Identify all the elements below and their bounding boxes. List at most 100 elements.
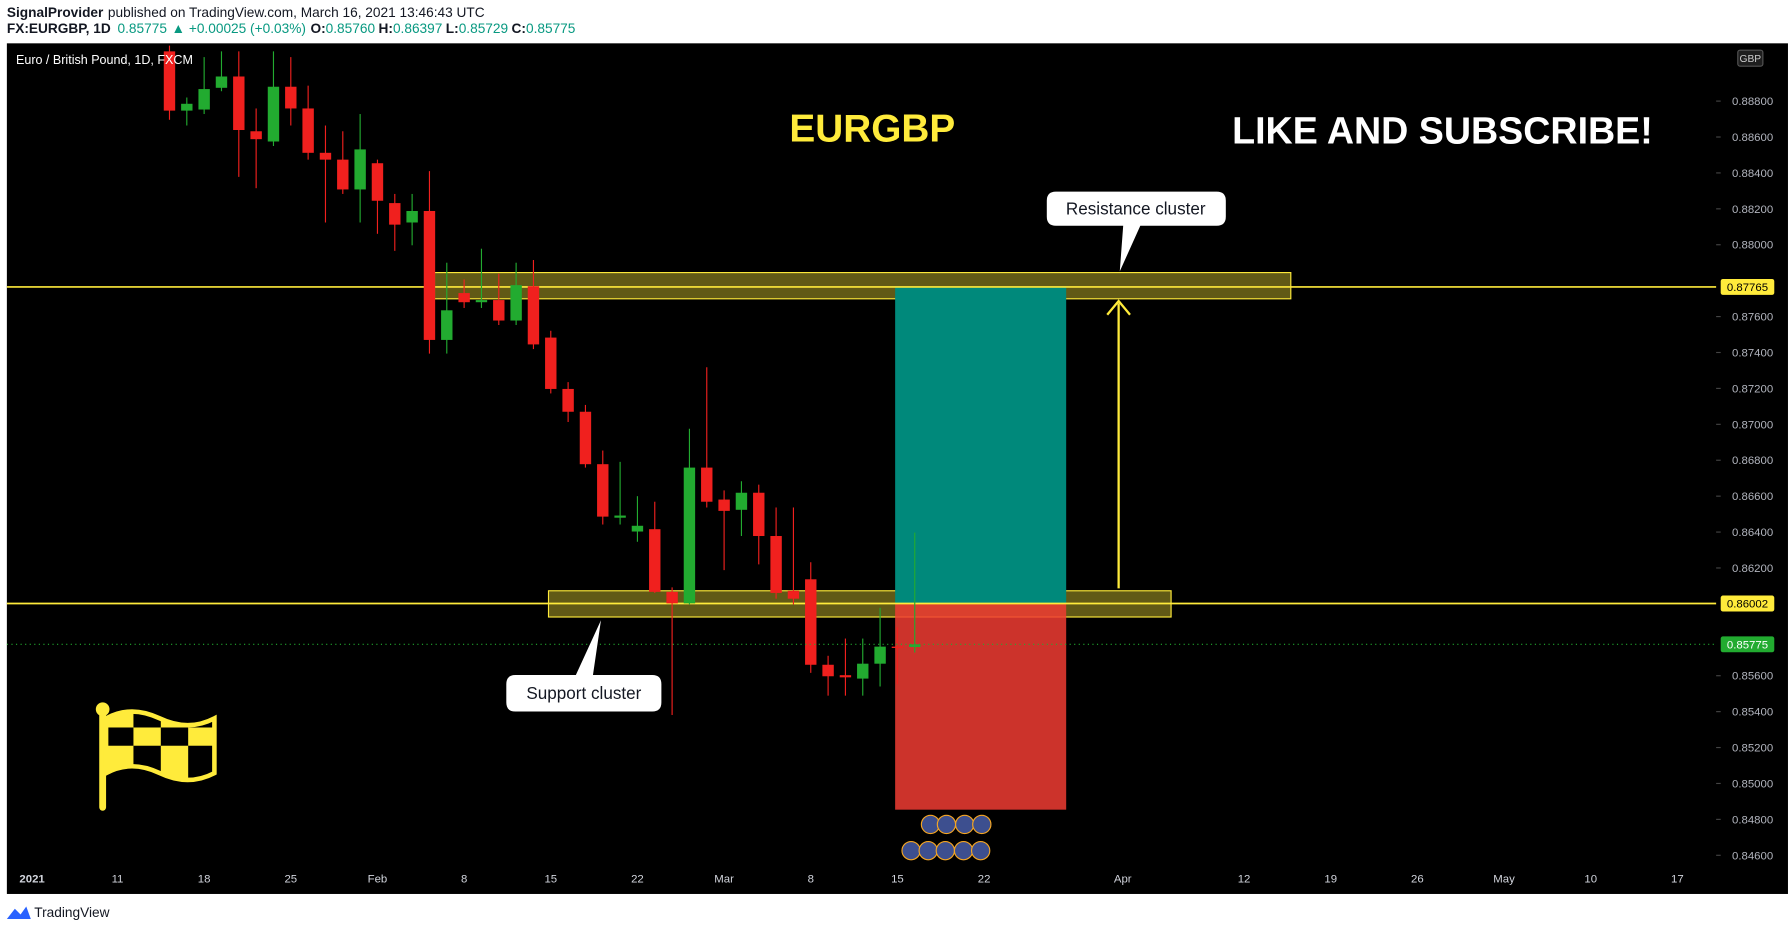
candle-body	[441, 310, 453, 340]
candle-body	[475, 300, 488, 303]
level-price-box	[1720, 278, 1775, 295]
y-tick-label: 0.88800	[1732, 96, 1773, 108]
y-tick-label: 0.88200	[1732, 204, 1773, 216]
y-tick-label: 0.84800	[1732, 814, 1773, 826]
candle-body	[163, 51, 176, 111]
candle-body	[493, 300, 505, 321]
candle-body	[735, 492, 748, 510]
resistance-callout	[1046, 191, 1226, 272]
y-tick-label: 0.86600	[1732, 491, 1773, 503]
y-tick-label: 0.86800	[1732, 455, 1773, 467]
support-callout	[506, 620, 662, 712]
x-tick-label: 18	[198, 874, 211, 886]
candle-body	[857, 663, 869, 679]
y-tick-label: 0.85000	[1732, 778, 1773, 790]
x-tick-label: 2021	[19, 874, 45, 886]
support-label: Support cluster	[526, 684, 641, 703]
candle-body	[666, 591, 678, 604]
candle-body	[285, 86, 297, 109]
candle-body	[458, 293, 470, 303]
candle-body	[267, 86, 280, 142]
candle-body	[406, 210, 418, 223]
y-tick-label: 0.88600	[1732, 132, 1773, 144]
published: published on TradingView.com, March 16, …	[108, 5, 485, 20]
o-label: O:	[310, 21, 325, 36]
x-tick-label: May	[1493, 874, 1515, 886]
x-tick-label: Apr	[1114, 874, 1132, 886]
candle-body	[579, 411, 592, 465]
candle-body	[389, 203, 401, 225]
candle-body	[718, 499, 730, 511]
x-tick-label: 8	[461, 874, 467, 886]
loss-zone	[895, 603, 1067, 810]
candle-body	[701, 467, 713, 502]
y-tick-label: 0.84600	[1732, 850, 1773, 862]
x-tick-label: 10	[1584, 874, 1597, 886]
header-line-1: SignalProvider published on TradingView.c…	[7, 5, 485, 20]
candle-body	[354, 149, 366, 190]
x-tick-label: 22	[631, 874, 644, 886]
x-tick-label: Mar	[714, 874, 734, 886]
candle-body	[597, 464, 609, 517]
x-tick-label: 15	[544, 874, 557, 886]
candle-body	[874, 646, 886, 664]
flag-icon	[95, 702, 217, 811]
chart-title: Euro / British Pound, 1D, FXCM	[16, 53, 193, 67]
last-price-box	[1720, 636, 1775, 653]
y-tick-label: 0.87000	[1732, 419, 1773, 431]
y-tick-label: 0.85400	[1732, 707, 1773, 719]
c-value: 0.85775	[526, 21, 576, 36]
candle-body	[614, 515, 626, 518]
candle-body	[319, 152, 332, 160]
x-tick-label: 22	[978, 874, 991, 886]
author: SignalProvider	[7, 5, 104, 20]
x-tick-label: 15	[891, 874, 904, 886]
y-tick-label: 0.87400	[1732, 347, 1773, 359]
header-line-2: FX:EURGBP, 1D 0.85775 ▲ +0.00025 (+0.03%) O…	[7, 21, 576, 36]
level-price-label: 0.86002	[1727, 599, 1768, 611]
last-price-label: 0.85775	[1727, 639, 1768, 651]
l-value: 0.85729	[459, 21, 508, 36]
x-tick-label: Feb	[368, 874, 388, 886]
candle-body	[423, 210, 436, 340]
x-tick-label: 19	[1324, 874, 1337, 886]
candle-body	[215, 76, 228, 88]
target-arrowhead	[1106, 299, 1131, 316]
y-tick-label: 0.88400	[1732, 168, 1773, 180]
candle-body	[822, 664, 834, 677]
last: 0.85775	[118, 21, 168, 36]
level-price-label: 0.87765	[1727, 282, 1768, 294]
candle-body	[839, 675, 852, 678]
candle-body	[181, 103, 193, 111]
candle-body	[649, 529, 661, 592]
y-tick-label: 0.86200	[1732, 563, 1773, 575]
candle-body	[787, 590, 800, 599]
candle-body	[891, 646, 904, 648]
candle-body	[337, 159, 349, 190]
candle-body	[198, 89, 210, 110]
symbol-title: EURGBP	[789, 107, 955, 150]
x-tick-label: 17	[1671, 874, 1684, 886]
y-tick-label: 0.85600	[1732, 671, 1773, 683]
x-tick-label: 8	[808, 874, 814, 886]
c-label: C:	[512, 21, 526, 36]
y-tick-label: 0.86400	[1732, 527, 1773, 539]
brand: TradingView	[34, 905, 109, 920]
candle-body	[250, 131, 262, 140]
y-tick-label: 0.87200	[1732, 383, 1773, 395]
currency-box	[1737, 49, 1764, 67]
candle-body	[770, 536, 782, 593]
candle-body	[753, 492, 765, 537]
candle-body	[909, 644, 921, 647]
symbol: FX:EURGBP, 1D	[7, 21, 111, 36]
candle-body	[527, 286, 540, 345]
candle-body	[683, 467, 696, 604]
x-tick-label: 26	[1411, 874, 1424, 886]
h-label: H:	[379, 21, 393, 36]
level-price-box	[1720, 595, 1775, 612]
change: ▲ +0.00025 (+0.03%)	[172, 21, 306, 36]
resistance-label: Resistance cluster	[1066, 199, 1206, 218]
candle-body	[302, 108, 314, 153]
resistance-zone	[433, 272, 1292, 300]
candle-body	[510, 285, 522, 321]
